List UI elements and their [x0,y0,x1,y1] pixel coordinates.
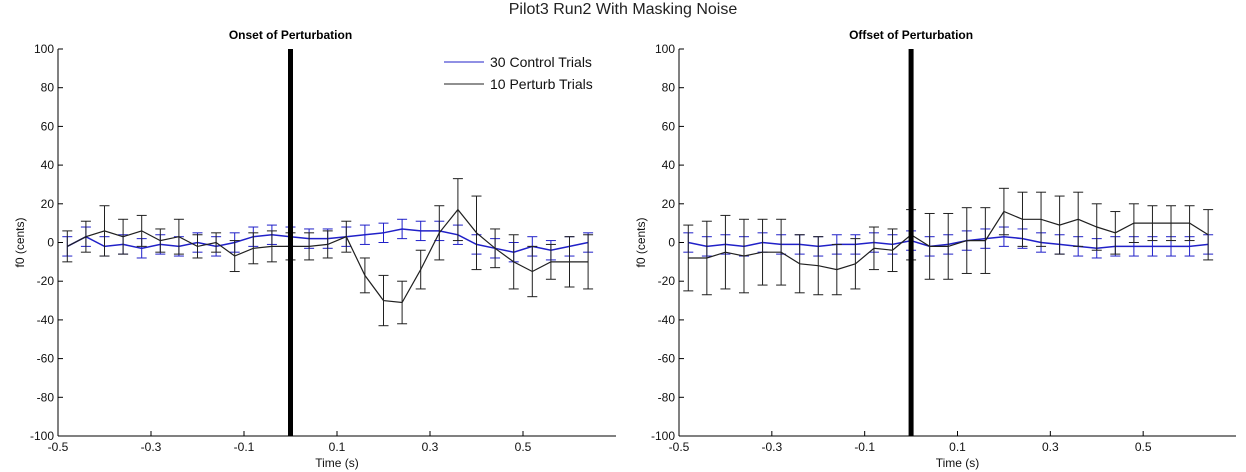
y-tick-label: 0 [668,236,675,250]
x-axis-label: Time (s) [315,456,359,470]
y-tick-label: -20 [658,274,676,288]
x-tick-label: 0.1 [949,440,966,454]
y-tick-label: 60 [41,119,55,133]
y-tick-label: -60 [658,352,676,366]
y-tick-label: -80 [37,390,55,404]
x-tick-label: -0.5 [48,440,69,454]
y-tick-label: 20 [41,197,55,211]
legend-label: 30 Control Trials [490,54,592,70]
legend-label: 10 Perturb Trials [490,76,593,92]
x-tick-label: -0.5 [669,440,690,454]
x-tick-label: -0.1 [234,440,255,454]
figure-title: Pilot3 Run2 With Masking Noise [508,1,738,18]
y-tick-label: -40 [658,313,676,327]
x-tick-label: 0.5 [515,440,532,454]
x-axis-label: Time (s) [936,456,980,470]
y-tick-label: -100 [30,429,54,443]
series-perturb [683,187,1214,296]
x-tick-label: 0.3 [1042,440,1059,454]
y-tick-label: -80 [658,390,676,404]
y-tick-label: 40 [41,158,55,172]
series-line [67,208,589,304]
y-tick-label: -100 [651,429,675,443]
series-line [688,210,1209,271]
y-tick-label: 80 [41,81,55,95]
panel-title: Onset of Perturbation [229,28,352,42]
y-tick-label: 100 [34,42,54,56]
y-tick-label: 80 [662,81,676,95]
y-tick-label: 60 [662,119,676,133]
series-perturb [62,178,594,327]
y-tick-label: -60 [37,352,55,366]
x-tick-label: -0.3 [141,440,162,454]
x-tick-label: -0.3 [761,440,782,454]
chart-panel-2: 100 80 60 40 20 0 -20 -40 -60 -80 -100-0.5 -0.3 -0.1… [634,28,1236,470]
y-tick-label: 40 [662,158,676,172]
y-tick-label: 0 [47,236,54,250]
y-tick-label: 20 [662,197,676,211]
y-tick-label: -40 [37,313,55,327]
x-tick-label: -0.1 [854,440,875,454]
panel-title: Offset of Perturbation [849,28,973,42]
y-tick-label: 100 [655,42,675,56]
x-tick-label: 0.5 [1135,440,1152,454]
x-tick-label: 0.3 [422,440,439,454]
x-tick-label: 0.1 [329,440,346,454]
legend: 30 Control Trials 10 Perturb Trials [444,54,593,92]
chart-panel-1: 100 80 60 40 20 0 -20 -40 -60 -80 -100-0.5 -0.3 -0.1… [13,28,616,470]
y-axis-label: f0 (cents) [634,217,648,267]
y-axis-label: f0 (cents) [13,217,27,267]
y-tick-label: -20 [37,274,55,288]
